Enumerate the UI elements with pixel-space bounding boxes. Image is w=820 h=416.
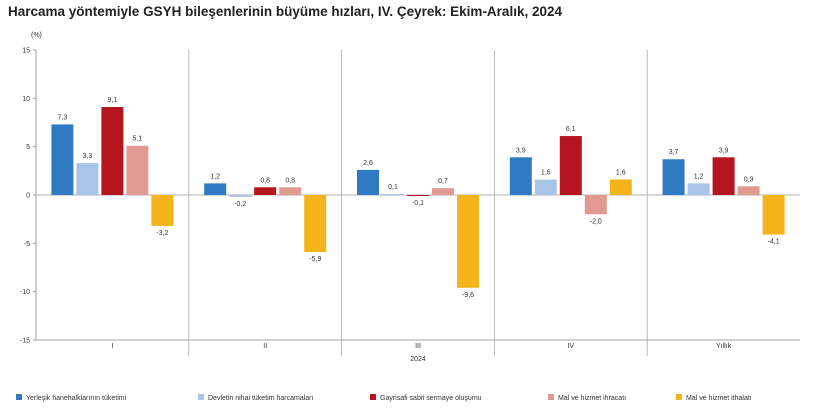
data-label: 0,1 bbox=[388, 184, 398, 191]
bar bbox=[559, 136, 582, 195]
bar bbox=[534, 179, 557, 195]
chart-data-labels: 7,3 3,3 9,1 5,1 -3,2 1,2 -0,2 0,8 0,8 -5,9 2,6 0,1 -… bbox=[58, 97, 780, 299]
category-label: II bbox=[263, 343, 267, 350]
data-label: -2,0 bbox=[590, 218, 602, 225]
legend-label: Yerleşik hanehalklarının tüketimi bbox=[26, 395, 127, 402]
bar bbox=[304, 195, 327, 253]
legend-swatch bbox=[16, 394, 22, 400]
bar bbox=[382, 194, 404, 195]
y-tick-label: 5 bbox=[26, 144, 30, 151]
data-label: 3,9 bbox=[719, 147, 729, 154]
legend-label: Mal ve hizmet ithalatı bbox=[686, 395, 752, 402]
data-label: 6,1 bbox=[566, 126, 576, 133]
data-label: 5,1 bbox=[133, 136, 143, 143]
data-label: 9,1 bbox=[108, 97, 118, 104]
data-label: 3,3 bbox=[83, 153, 93, 160]
data-label: -0,1 bbox=[412, 200, 424, 207]
chart-legend: Yerleşik hanehalklarının tüketimi Devleti… bbox=[16, 394, 752, 402]
bar bbox=[687, 183, 710, 195]
bar bbox=[584, 195, 607, 215]
data-label: 1,6 bbox=[541, 170, 551, 177]
bar bbox=[204, 183, 227, 195]
data-label: 0,8 bbox=[260, 177, 270, 184]
legend-swatch bbox=[676, 394, 682, 400]
bar bbox=[609, 179, 632, 195]
category-label: III bbox=[415, 343, 421, 350]
bar bbox=[76, 163, 99, 195]
legend-swatch bbox=[548, 394, 554, 400]
category-label: Yıllık bbox=[716, 343, 732, 350]
data-label: -5,9 bbox=[309, 256, 321, 263]
data-label: 0,8 bbox=[285, 177, 295, 184]
legend-swatch bbox=[370, 394, 376, 400]
legend-label: Devletin nihai tüketim harcamaları bbox=[208, 395, 313, 402]
bar bbox=[101, 107, 124, 195]
data-label: -3,2 bbox=[156, 230, 168, 237]
data-label: 7,3 bbox=[58, 114, 68, 121]
bar bbox=[662, 159, 685, 195]
bar bbox=[407, 195, 429, 196]
data-label: 1,2 bbox=[210, 173, 220, 180]
legend-label: Gayrisafi sabit sermaye oluşumu bbox=[380, 395, 482, 402]
bar bbox=[762, 195, 785, 235]
bar bbox=[151, 195, 174, 226]
data-label: 1,2 bbox=[694, 173, 704, 180]
bar bbox=[126, 145, 149, 195]
y-tick-label: 15 bbox=[22, 48, 30, 55]
category-label: IV bbox=[567, 343, 574, 350]
y-tick-label: -5 bbox=[24, 241, 30, 248]
bar bbox=[737, 186, 760, 195]
y-tick-label: -15 bbox=[20, 338, 30, 345]
data-label: -4,1 bbox=[768, 239, 780, 246]
bar bbox=[432, 188, 454, 195]
legend-label: Mal ve hizmet ihracatı bbox=[558, 395, 626, 402]
bar bbox=[51, 124, 74, 195]
y-tick-label: -10 bbox=[20, 289, 30, 296]
unit-label: (%) bbox=[31, 32, 42, 39]
data-label: 0,7 bbox=[438, 178, 448, 185]
bar bbox=[229, 195, 252, 197]
chart-bars bbox=[51, 107, 785, 288]
y-tick-label: 10 bbox=[22, 96, 30, 103]
bar bbox=[254, 187, 277, 195]
data-label: 0,9 bbox=[744, 176, 754, 183]
bar bbox=[457, 195, 479, 288]
data-label: 1,6 bbox=[616, 170, 626, 177]
category-label: I bbox=[111, 343, 113, 350]
data-label: -0,2 bbox=[234, 201, 246, 208]
x-axis-label: 2024 bbox=[410, 356, 426, 363]
bar bbox=[712, 157, 735, 195]
data-label: 3,7 bbox=[669, 149, 679, 156]
bar bbox=[279, 187, 302, 195]
bar bbox=[357, 169, 379, 195]
chart-title: Harcama yöntemiyle GSYH bileşenlerinin b… bbox=[8, 4, 562, 19]
legend-swatch bbox=[198, 394, 204, 400]
data-label: -9,6 bbox=[462, 292, 474, 299]
data-label: 3,9 bbox=[516, 147, 526, 154]
data-label: 2,6 bbox=[363, 160, 373, 167]
bar bbox=[509, 157, 532, 195]
y-tick-label: 0 bbox=[26, 193, 30, 200]
